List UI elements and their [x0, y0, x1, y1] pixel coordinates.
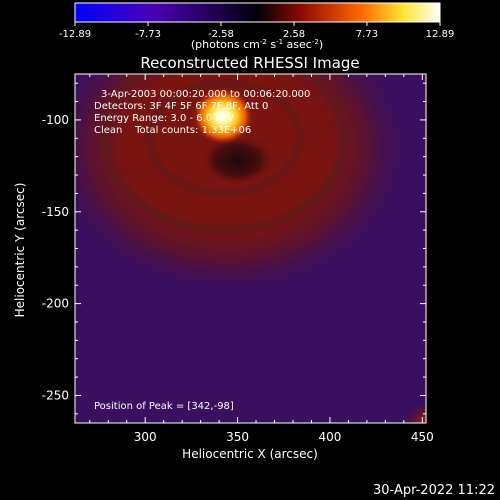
annotation-energy-range: Energy Range: 3.0 - 6.0 keV — [94, 113, 234, 124]
colorbar-tick-label: 2.58 — [283, 29, 305, 40]
image-area — [75, 74, 426, 423]
colorbar-tick-label: -7.73 — [135, 29, 161, 40]
y-tick-label: -250 — [42, 388, 69, 402]
colorbar-ticks: -12.89 -7.73 -2.58 2.58 7.73 12.89 — [59, 22, 454, 40]
colorbar-tick-label: -12.89 — [59, 29, 91, 40]
x-tick-label: 450 — [411, 430, 434, 444]
emission-peak — [192, 88, 253, 145]
footer-timestamp: 30-Apr-2022 11:22 — [373, 483, 495, 498]
x-axis-label: Heliocentric X (arcsec) — [182, 447, 318, 461]
annotation-time-range: 3-Apr-2003 00:00:20.000 to 00:06:20.000 — [101, 89, 310, 100]
dark-core — [199, 134, 276, 187]
y-tick-label: -200 — [42, 297, 69, 311]
axis-ticks: 300 350 400 450 -100 -150 -200 -250 — [42, 74, 434, 444]
colorbar-tick-label: -2.58 — [208, 29, 234, 40]
x-tick-label: 350 — [226, 430, 249, 444]
emission-ring — [99, 74, 350, 236]
corner-emission — [402, 401, 426, 423]
annotation-counts: Clean Total counts: 1.33E+06 — [94, 125, 251, 136]
y-tick-label: -100 — [42, 113, 69, 127]
chart-title: Reconstructed RHESSI Image — [140, 54, 359, 72]
colorbar: -12.89 -7.73 -2.58 2.58 7.73 12.89 (photons c… — [59, 2, 454, 51]
heatmap-layer — [75, 74, 426, 423]
x-tick-label: 300 — [134, 430, 157, 444]
annotation-peak-position: Position of Peak = [342,-98] — [94, 401, 234, 412]
emission-ring — [145, 79, 304, 198]
colorbar-tick-label: 7.73 — [356, 29, 378, 40]
colorbar-gradient — [74, 2, 441, 23]
y-tick-label: -150 — [42, 205, 69, 219]
x-tick-label: 400 — [318, 430, 341, 444]
y-axis-label: Heliocentric Y (arcsec) — [13, 183, 27, 318]
colorbar-tick-label: 12.89 — [426, 29, 455, 40]
image-annotations: 3-Apr-2003 00:00:20.000 to 00:06:20.000 … — [94, 89, 310, 412]
annotation-detectors: Detectors: 3F 4F 5F 6F 7F 8F, Att 0 — [94, 101, 268, 112]
colorbar-unit-label: (photons cm-2 s-1 asec-2) — [191, 38, 323, 51]
